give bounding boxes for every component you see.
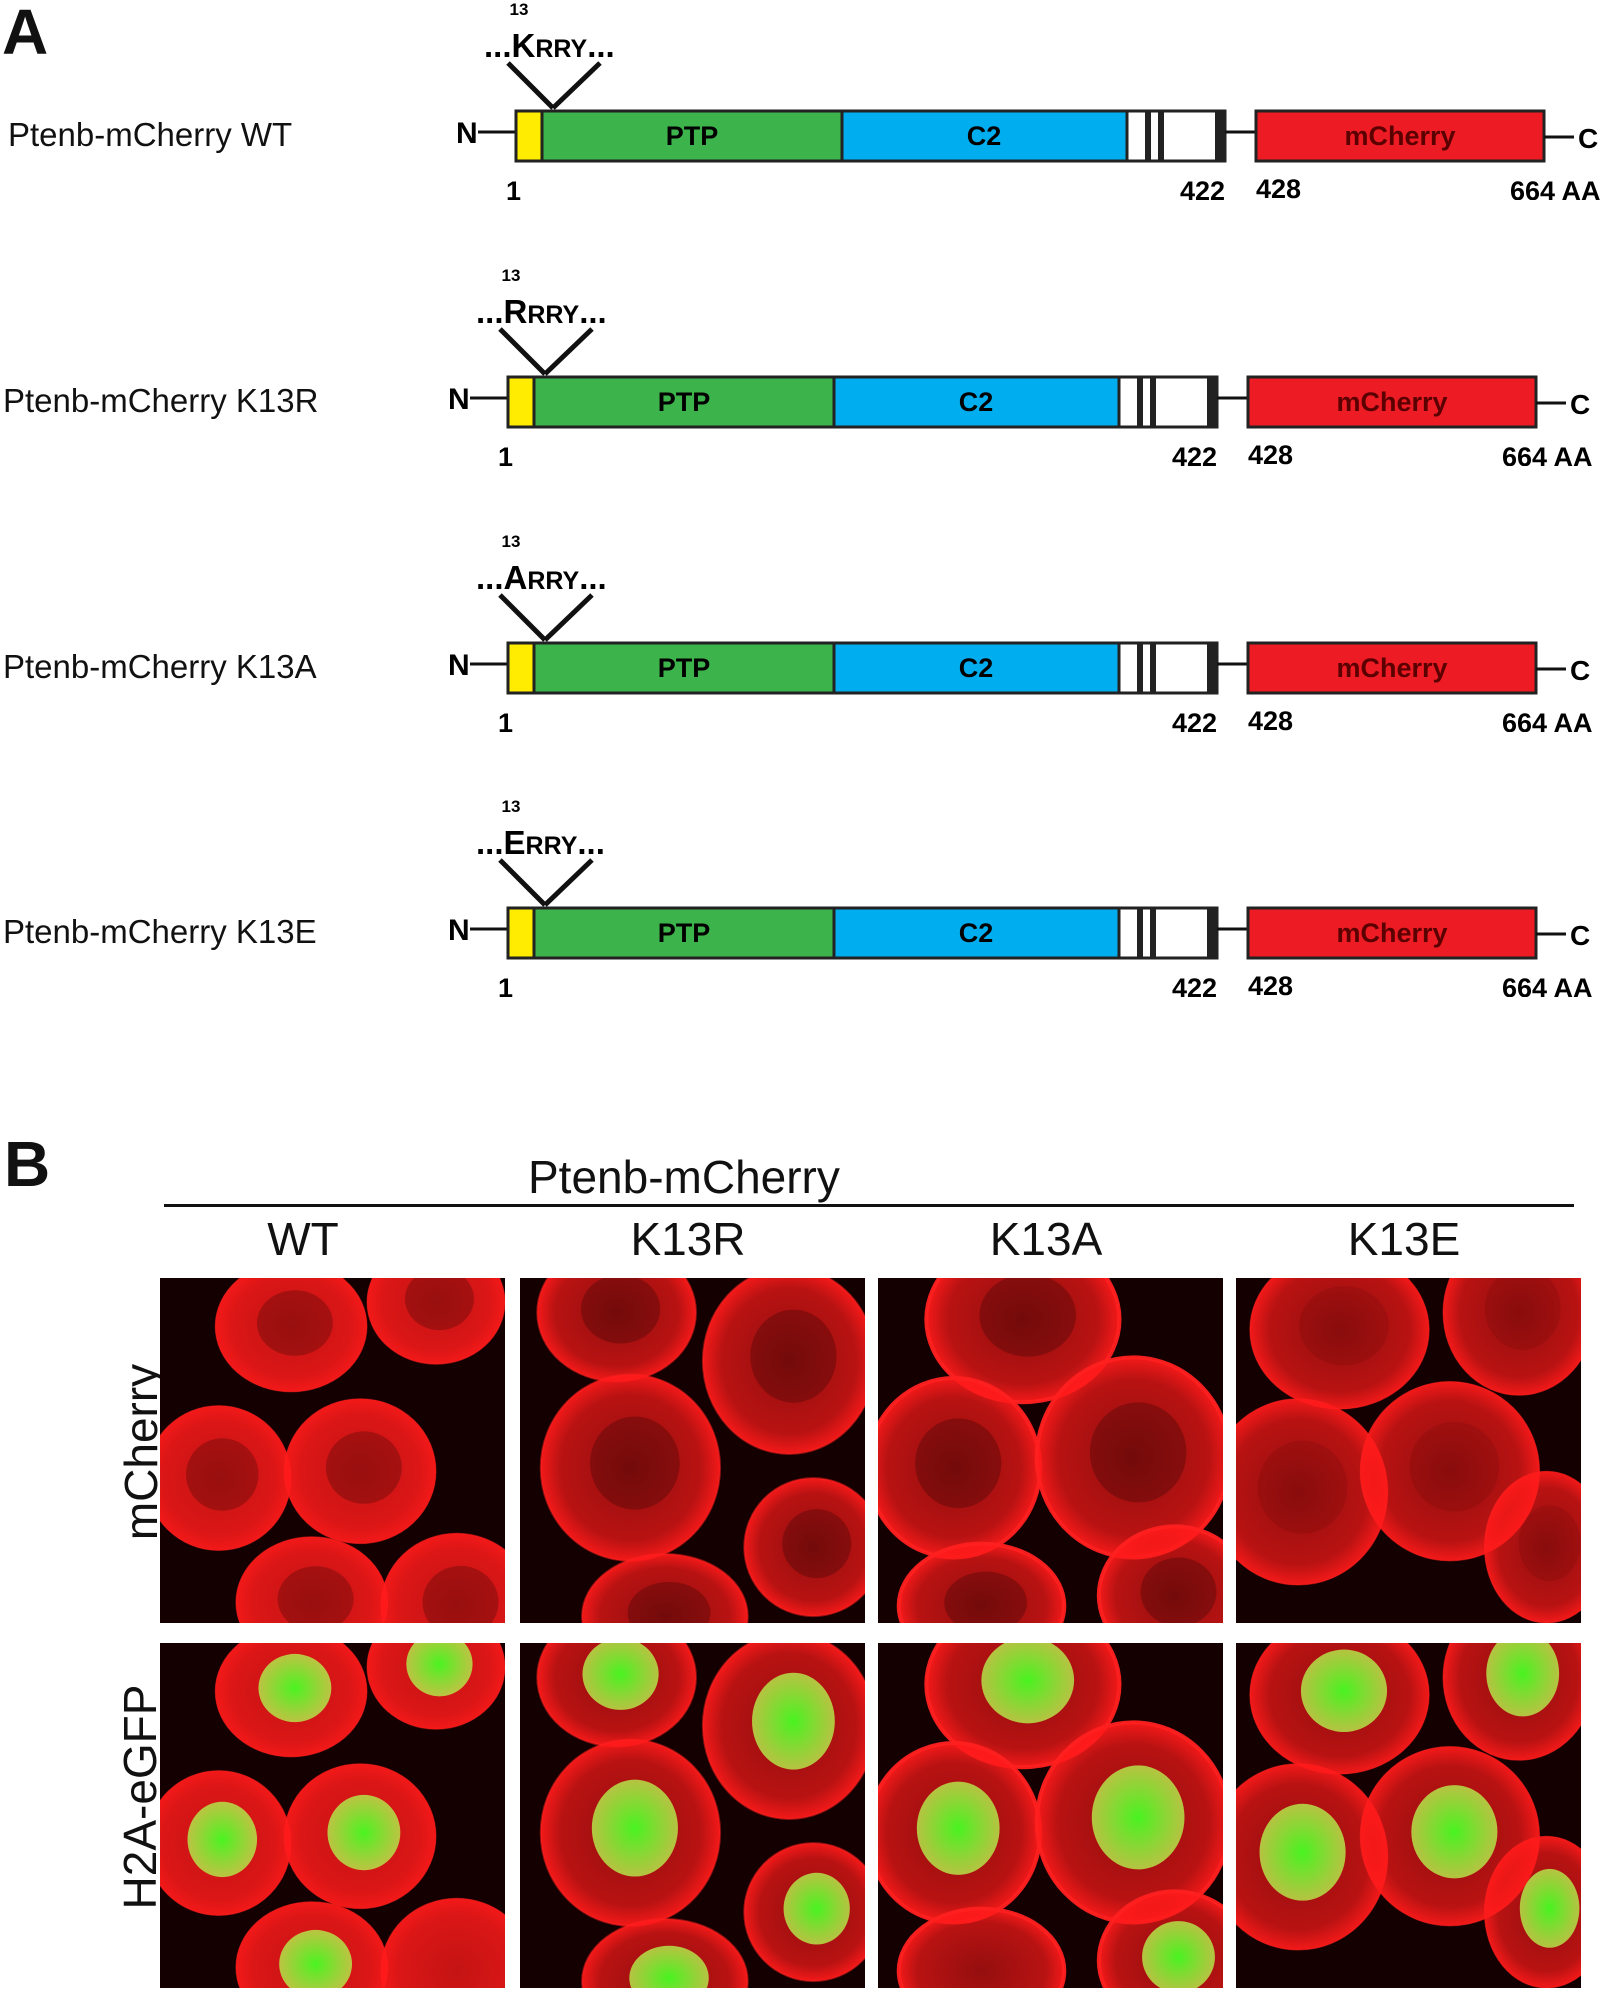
micrograph-h2a-egfp-wt: [160, 1643, 505, 1988]
c2-label: C2: [967, 121, 1002, 151]
c-terminal-tail: [1117, 641, 1219, 695]
ptp-label: PTP: [666, 121, 719, 151]
position-422: 422: [1172, 973, 1217, 997]
construct-label: Ptenb-mCherry K13R: [3, 382, 319, 419]
mcherry-domain: [1246, 641, 1538, 695]
callout-line: [498, 858, 547, 907]
c-terminus-label: C: [1570, 389, 1590, 420]
position-428: 428: [1256, 174, 1301, 200]
c-terminus-label: C: [1570, 655, 1590, 686]
c-terminus-label: C: [1570, 920, 1590, 951]
callout-line: [498, 593, 547, 642]
ptp-domain: [532, 641, 836, 695]
position-start: 1: [498, 442, 513, 466]
mcherry-label: mCherry: [1336, 653, 1447, 683]
micrograph-mcherry-k13a: [878, 1278, 1223, 1623]
mcherry-domain: [1246, 375, 1538, 429]
sequence-label: ...KRRY...: [484, 27, 615, 64]
residue-number: 13: [510, 0, 529, 19]
position-end: 664 AA: [1502, 973, 1592, 997]
column-label-k13r: K13R: [630, 1213, 746, 1265]
sequence-label: ...ERRY...: [476, 824, 605, 861]
mcherry-label: mCherry: [1344, 121, 1455, 151]
c2-label: C2: [959, 387, 994, 417]
position-422: 422: [1172, 708, 1217, 732]
n-terminal-tag: [506, 906, 536, 960]
n-terminus-label: N: [448, 914, 470, 947]
title-divider: [164, 1204, 1574, 1207]
sequence-label: ...ARRY...: [476, 559, 607, 596]
ptp-domain: [532, 375, 836, 429]
construct-label: Ptenb-mCherry K13E: [3, 913, 317, 950]
n-terminus-label: N: [448, 383, 470, 416]
domain-schematic: 13 ...ARRY... N PTP C2 mCherry C 1 422 428 664 AA: [448, 532, 1592, 732]
panel-a-letter: A: [2, 0, 49, 68]
construct-label: Ptenb-mCherry WT: [8, 116, 293, 153]
position-end: 664 AA: [1510, 176, 1600, 200]
ptp-domain: [540, 109, 844, 163]
callout-line: [551, 61, 602, 110]
micrograph-mcherry-k13e: [1236, 1278, 1581, 1623]
micrograph-h2a-egfp-k13a: [878, 1643, 1223, 1988]
ptp-label: PTP: [658, 918, 711, 948]
domain-schematic: 13 ...RRRY... N PTP C2 mCherry C 1 422 428 664 AA: [448, 266, 1592, 466]
n-terminal-tag: [506, 375, 536, 429]
residue-number: 13: [502, 532, 521, 551]
n-terminal-tag: [506, 641, 536, 695]
c-terminus-label: C: [1578, 123, 1598, 154]
column-label-k13a: K13A: [989, 1213, 1103, 1265]
callout-line: [506, 61, 555, 110]
c-terminal-tail: [1117, 906, 1219, 960]
ptp-label: PTP: [658, 387, 711, 417]
sequence-label: ...RRRY...: [476, 293, 607, 330]
n-terminal-tag: [514, 109, 544, 163]
micrograph-mcherry-k13r: [520, 1278, 865, 1623]
position-start: 1: [506, 176, 521, 200]
position-start: 1: [498, 708, 513, 732]
position-428: 428: [1248, 971, 1293, 997]
panel-b-title: Ptenb-mCherry: [528, 1151, 840, 1203]
micrograph-h2a-egfp-k13r: [520, 1643, 865, 1988]
n-terminus-label: N: [448, 649, 470, 682]
callout-line: [498, 327, 547, 376]
callout-line: [543, 858, 594, 907]
mcherry-label: mCherry: [1336, 918, 1447, 948]
mcherry-domain: [1254, 109, 1546, 163]
residue-number: 13: [502, 797, 521, 816]
micrograph-h2a-egfp-k13e: [1236, 1643, 1581, 1988]
mcherry-domain: [1246, 906, 1538, 960]
c2-label: C2: [959, 653, 994, 683]
micrograph-mcherry-wt: [160, 1278, 505, 1623]
domain-schematic: 13 ...ERRY... N PTP C2 mCherry C 1 422 428 664 AA: [448, 797, 1592, 997]
panel-b-letter: B: [4, 1128, 51, 1200]
position-428: 428: [1248, 440, 1293, 466]
column-label-wt: WT: [267, 1213, 339, 1265]
position-422: 422: [1180, 176, 1225, 200]
callout-line: [543, 593, 594, 642]
construct-label: Ptenb-mCherry K13A: [3, 648, 317, 685]
position-428: 428: [1248, 706, 1293, 732]
ptp-label: PTP: [658, 653, 711, 683]
column-label-k13e: K13E: [1347, 1213, 1461, 1265]
position-start: 1: [498, 973, 513, 997]
c2-domain: [832, 641, 1121, 695]
residue-number: 13: [502, 266, 521, 285]
position-end: 664 AA: [1502, 442, 1592, 466]
domain-schematic: 13 ...KRRY... N PTP C2 mCherry C 1 422 428 664 AA: [456, 0, 1600, 200]
c-terminal-tail: [1117, 375, 1219, 429]
n-terminus-label: N: [456, 117, 478, 150]
c2-label: C2: [959, 918, 994, 948]
row-label-h2a-egfp: H2A-eGFP: [114, 1684, 166, 1910]
position-422: 422: [1172, 442, 1217, 466]
mcherry-label: mCherry: [1336, 387, 1447, 417]
c2-domain: [832, 375, 1121, 429]
position-end: 664 AA: [1502, 708, 1592, 732]
c-terminal-tail: [1125, 109, 1227, 163]
callout-line: [543, 327, 594, 376]
